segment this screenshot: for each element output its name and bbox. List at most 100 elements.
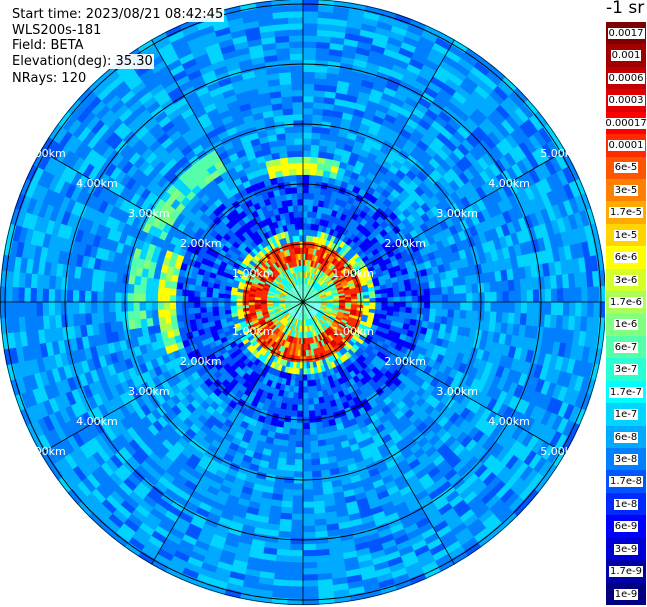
range-bin bbox=[282, 108, 294, 116]
range-bin bbox=[288, 211, 295, 219]
range-bin bbox=[175, 301, 183, 309]
range-bin bbox=[315, 536, 329, 545]
range-bin bbox=[293, 386, 299, 394]
range-bin bbox=[5, 286, 13, 303]
range-bin bbox=[312, 102, 325, 110]
range-bin bbox=[293, 477, 304, 485]
range-bin bbox=[496, 301, 504, 313]
range-bin bbox=[292, 495, 304, 503]
range-bin bbox=[275, 554, 290, 563]
range-bin bbox=[223, 301, 231, 307]
range-bin bbox=[115, 282, 123, 293]
range-bin bbox=[310, 138, 321, 146]
beta-data-bins bbox=[0, 0, 605, 606]
range-bin bbox=[157, 286, 165, 295]
range-bin bbox=[84, 278, 93, 292]
range-bin bbox=[550, 301, 558, 316]
range-bin bbox=[287, 205, 294, 213]
range-bin bbox=[188, 313, 196, 321]
range-bin bbox=[84, 290, 92, 303]
range-bin bbox=[288, 428, 297, 436]
range-bin bbox=[314, 530, 328, 539]
range-bin bbox=[127, 301, 134, 312]
range-bin bbox=[295, 229, 300, 236]
range-bin bbox=[30, 301, 37, 317]
range-bin bbox=[145, 293, 152, 303]
range-bin bbox=[441, 309, 449, 318]
range-bin bbox=[289, 549, 304, 557]
range-bin bbox=[278, 530, 292, 539]
range-bin bbox=[163, 287, 171, 296]
range-bin bbox=[286, 144, 296, 152]
range-bin bbox=[292, 204, 299, 212]
range-bin bbox=[289, 47, 304, 55]
range-bin bbox=[169, 294, 177, 303]
range-bin bbox=[287, 592, 304, 600]
range-bin bbox=[281, 102, 294, 110]
range-bin bbox=[302, 568, 318, 575]
range-bin bbox=[302, 41, 317, 49]
range-bin bbox=[316, 163, 326, 171]
range-bin bbox=[54, 275, 63, 290]
range-bin bbox=[169, 287, 177, 296]
range-bin bbox=[302, 150, 312, 158]
range-bin bbox=[127, 310, 135, 321]
range-bin bbox=[302, 574, 318, 582]
range-bin bbox=[176, 314, 184, 323]
range-bin bbox=[96, 312, 105, 324]
range-bin bbox=[310, 458, 321, 466]
range-bin bbox=[199, 290, 207, 298]
range-bin bbox=[223, 297, 231, 303]
range-bin bbox=[313, 95, 325, 104]
range-bin bbox=[5, 301, 13, 318]
range-bin bbox=[465, 310, 473, 320]
range-bin bbox=[507, 312, 516, 325]
range-bin bbox=[224, 309, 232, 315]
range-bin bbox=[230, 301, 237, 307]
range-bin bbox=[217, 297, 225, 303]
range-bin bbox=[286, 452, 296, 460]
range-bin bbox=[293, 132, 304, 139]
range-bin bbox=[544, 301, 552, 316]
range-bin bbox=[277, 536, 291, 545]
range-bin bbox=[295, 168, 304, 176]
range-bin bbox=[283, 482, 294, 490]
range-bin bbox=[36, 287, 44, 303]
range-bin bbox=[199, 296, 207, 303]
range-bin bbox=[495, 311, 503, 324]
range-bin bbox=[311, 470, 322, 478]
range-bin bbox=[54, 314, 63, 329]
range-bin bbox=[96, 280, 105, 292]
range-bin bbox=[205, 301, 213, 308]
range-bin bbox=[435, 301, 443, 310]
range-bin bbox=[288, 22, 304, 30]
range-bin bbox=[102, 301, 110, 313]
range-bin bbox=[556, 301, 564, 316]
range-bin bbox=[114, 301, 122, 313]
range-bin bbox=[302, 525, 316, 533]
range-bin bbox=[279, 77, 292, 86]
range-bin bbox=[294, 453, 304, 460]
range-bin bbox=[292, 392, 299, 400]
range-bin bbox=[280, 433, 290, 441]
range-bin bbox=[157, 294, 165, 303]
range-bin bbox=[193, 307, 201, 314]
range-bin bbox=[291, 507, 304, 515]
range-bin bbox=[90, 301, 98, 314]
range-bin bbox=[279, 83, 293, 92]
range-bin bbox=[218, 305, 225, 312]
range-bin bbox=[302, 186, 310, 194]
range-bin bbox=[483, 311, 491, 322]
range-bin bbox=[316, 41, 331, 50]
range-bin bbox=[302, 549, 317, 557]
range-bin bbox=[175, 295, 183, 303]
range-bin bbox=[291, 398, 299, 406]
range-bin bbox=[311, 476, 323, 484]
range-bin bbox=[298, 374, 304, 382]
range-bin bbox=[454, 301, 461, 311]
range-bin bbox=[275, 41, 290, 50]
range-bin bbox=[23, 301, 31, 317]
range-bin bbox=[307, 198, 315, 206]
range-bin bbox=[313, 403, 321, 411]
range-bin bbox=[312, 391, 319, 399]
